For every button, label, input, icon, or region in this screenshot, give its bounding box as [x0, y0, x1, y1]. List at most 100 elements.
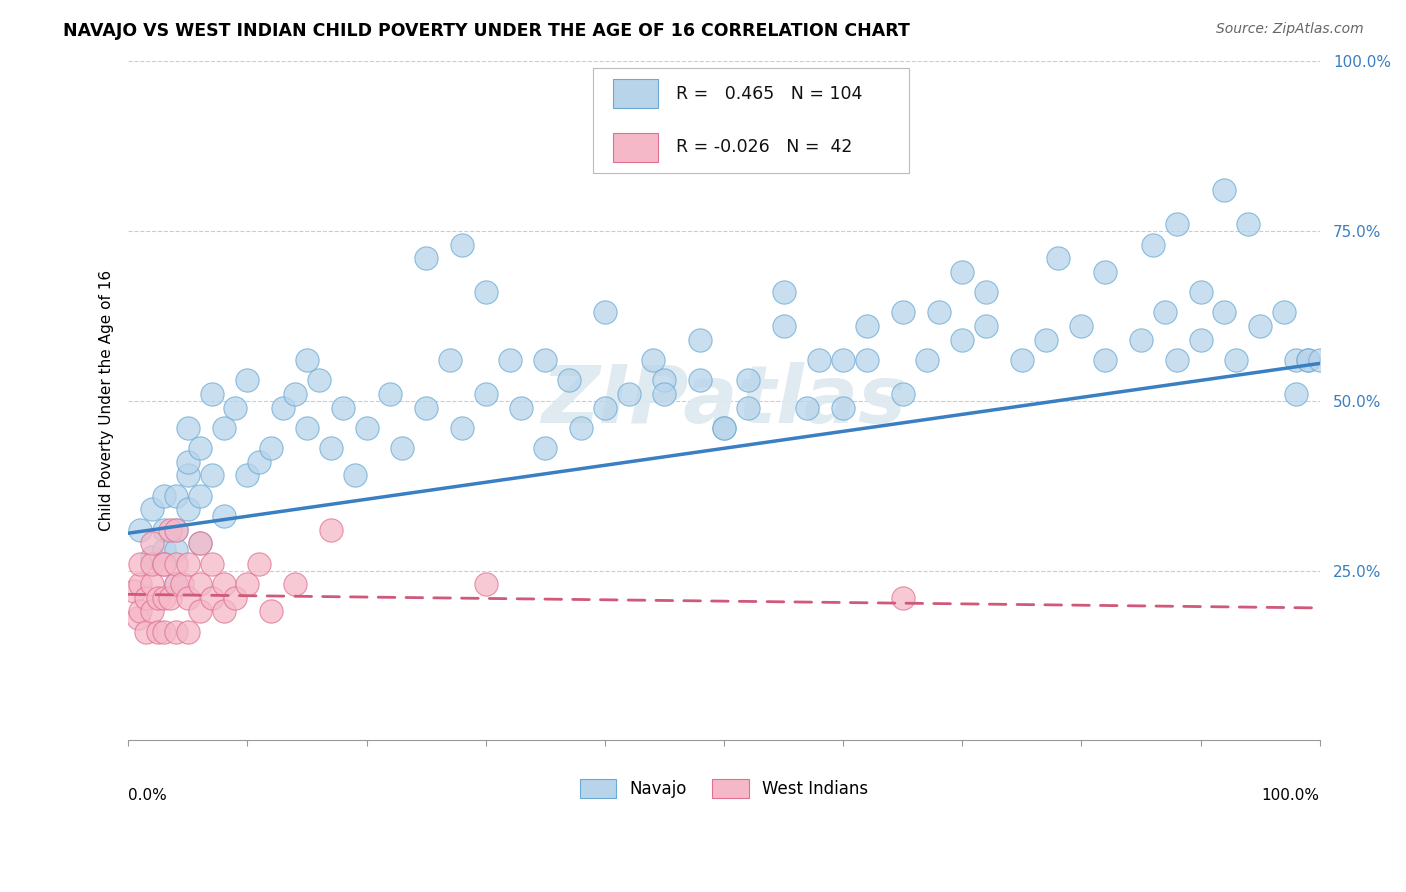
Point — [153, 489, 176, 503]
Point — [127, 611, 149, 625]
Point — [224, 591, 246, 605]
Point — [439, 353, 461, 368]
Point — [796, 401, 818, 415]
Point — [201, 387, 224, 401]
Point — [212, 509, 235, 524]
Point — [1213, 305, 1236, 319]
Point — [1237, 217, 1260, 231]
Point — [165, 543, 187, 558]
Point — [212, 577, 235, 591]
Point — [135, 591, 157, 605]
Point — [284, 387, 307, 401]
Point — [654, 373, 676, 387]
Point — [1154, 305, 1177, 319]
Point — [236, 577, 259, 591]
Point — [332, 401, 354, 415]
Point — [212, 421, 235, 435]
Point — [153, 624, 176, 639]
Point — [654, 387, 676, 401]
Point — [451, 421, 474, 435]
Point — [593, 305, 616, 319]
Point — [153, 557, 176, 571]
Point — [558, 373, 581, 387]
Point — [146, 591, 169, 605]
FancyBboxPatch shape — [593, 68, 908, 173]
Point — [165, 523, 187, 537]
Point — [201, 557, 224, 571]
Point — [915, 353, 938, 368]
Point — [170, 577, 193, 591]
Point — [271, 401, 294, 415]
Point — [141, 502, 163, 516]
Point — [593, 401, 616, 415]
Point — [832, 353, 855, 368]
Point — [391, 442, 413, 456]
Point — [177, 455, 200, 469]
Point — [1309, 353, 1331, 368]
Point — [1094, 353, 1116, 368]
Point — [165, 577, 187, 591]
Point — [1094, 265, 1116, 279]
Point — [224, 401, 246, 415]
Point — [141, 557, 163, 571]
Point — [177, 591, 200, 605]
Point — [498, 353, 520, 368]
Point — [856, 319, 879, 334]
Point — [177, 557, 200, 571]
Point — [165, 624, 187, 639]
Point — [165, 577, 187, 591]
Point — [284, 577, 307, 591]
Point — [146, 624, 169, 639]
Point — [1249, 319, 1271, 334]
Point — [474, 577, 496, 591]
FancyBboxPatch shape — [613, 79, 658, 108]
Point — [319, 523, 342, 537]
Point — [343, 468, 366, 483]
Point — [236, 373, 259, 387]
Point — [201, 591, 224, 605]
Point — [1272, 305, 1295, 319]
Point — [159, 523, 181, 537]
Point — [247, 455, 270, 469]
Point — [129, 523, 152, 537]
Point — [260, 442, 283, 456]
Point — [1046, 251, 1069, 265]
Point — [1035, 333, 1057, 347]
Point — [141, 536, 163, 550]
Point — [188, 604, 211, 618]
Point — [141, 549, 163, 564]
Point — [165, 523, 187, 537]
Text: R = -0.026   N =  42: R = -0.026 N = 42 — [676, 138, 853, 156]
Point — [415, 251, 437, 265]
Point — [177, 624, 200, 639]
Text: R =   0.465   N = 104: R = 0.465 N = 104 — [676, 85, 863, 103]
Point — [772, 319, 794, 334]
Point — [188, 489, 211, 503]
Point — [236, 468, 259, 483]
Point — [474, 285, 496, 299]
Point — [153, 591, 176, 605]
Point — [188, 577, 211, 591]
Point — [177, 468, 200, 483]
FancyBboxPatch shape — [613, 133, 658, 161]
Point — [260, 604, 283, 618]
Point — [974, 319, 997, 334]
Y-axis label: Child Poverty Under the Age of 16: Child Poverty Under the Age of 16 — [100, 270, 114, 532]
Point — [617, 387, 640, 401]
Point — [737, 373, 759, 387]
Point — [1189, 333, 1212, 347]
Point — [891, 305, 914, 319]
Point — [122, 584, 145, 599]
Point — [188, 536, 211, 550]
Point — [891, 591, 914, 605]
Point — [534, 442, 557, 456]
Point — [1130, 333, 1153, 347]
Point — [950, 333, 973, 347]
Point — [832, 401, 855, 415]
Point — [737, 401, 759, 415]
Point — [1070, 319, 1092, 334]
Point — [247, 557, 270, 571]
Point — [451, 237, 474, 252]
Point — [188, 442, 211, 456]
Point — [319, 442, 342, 456]
